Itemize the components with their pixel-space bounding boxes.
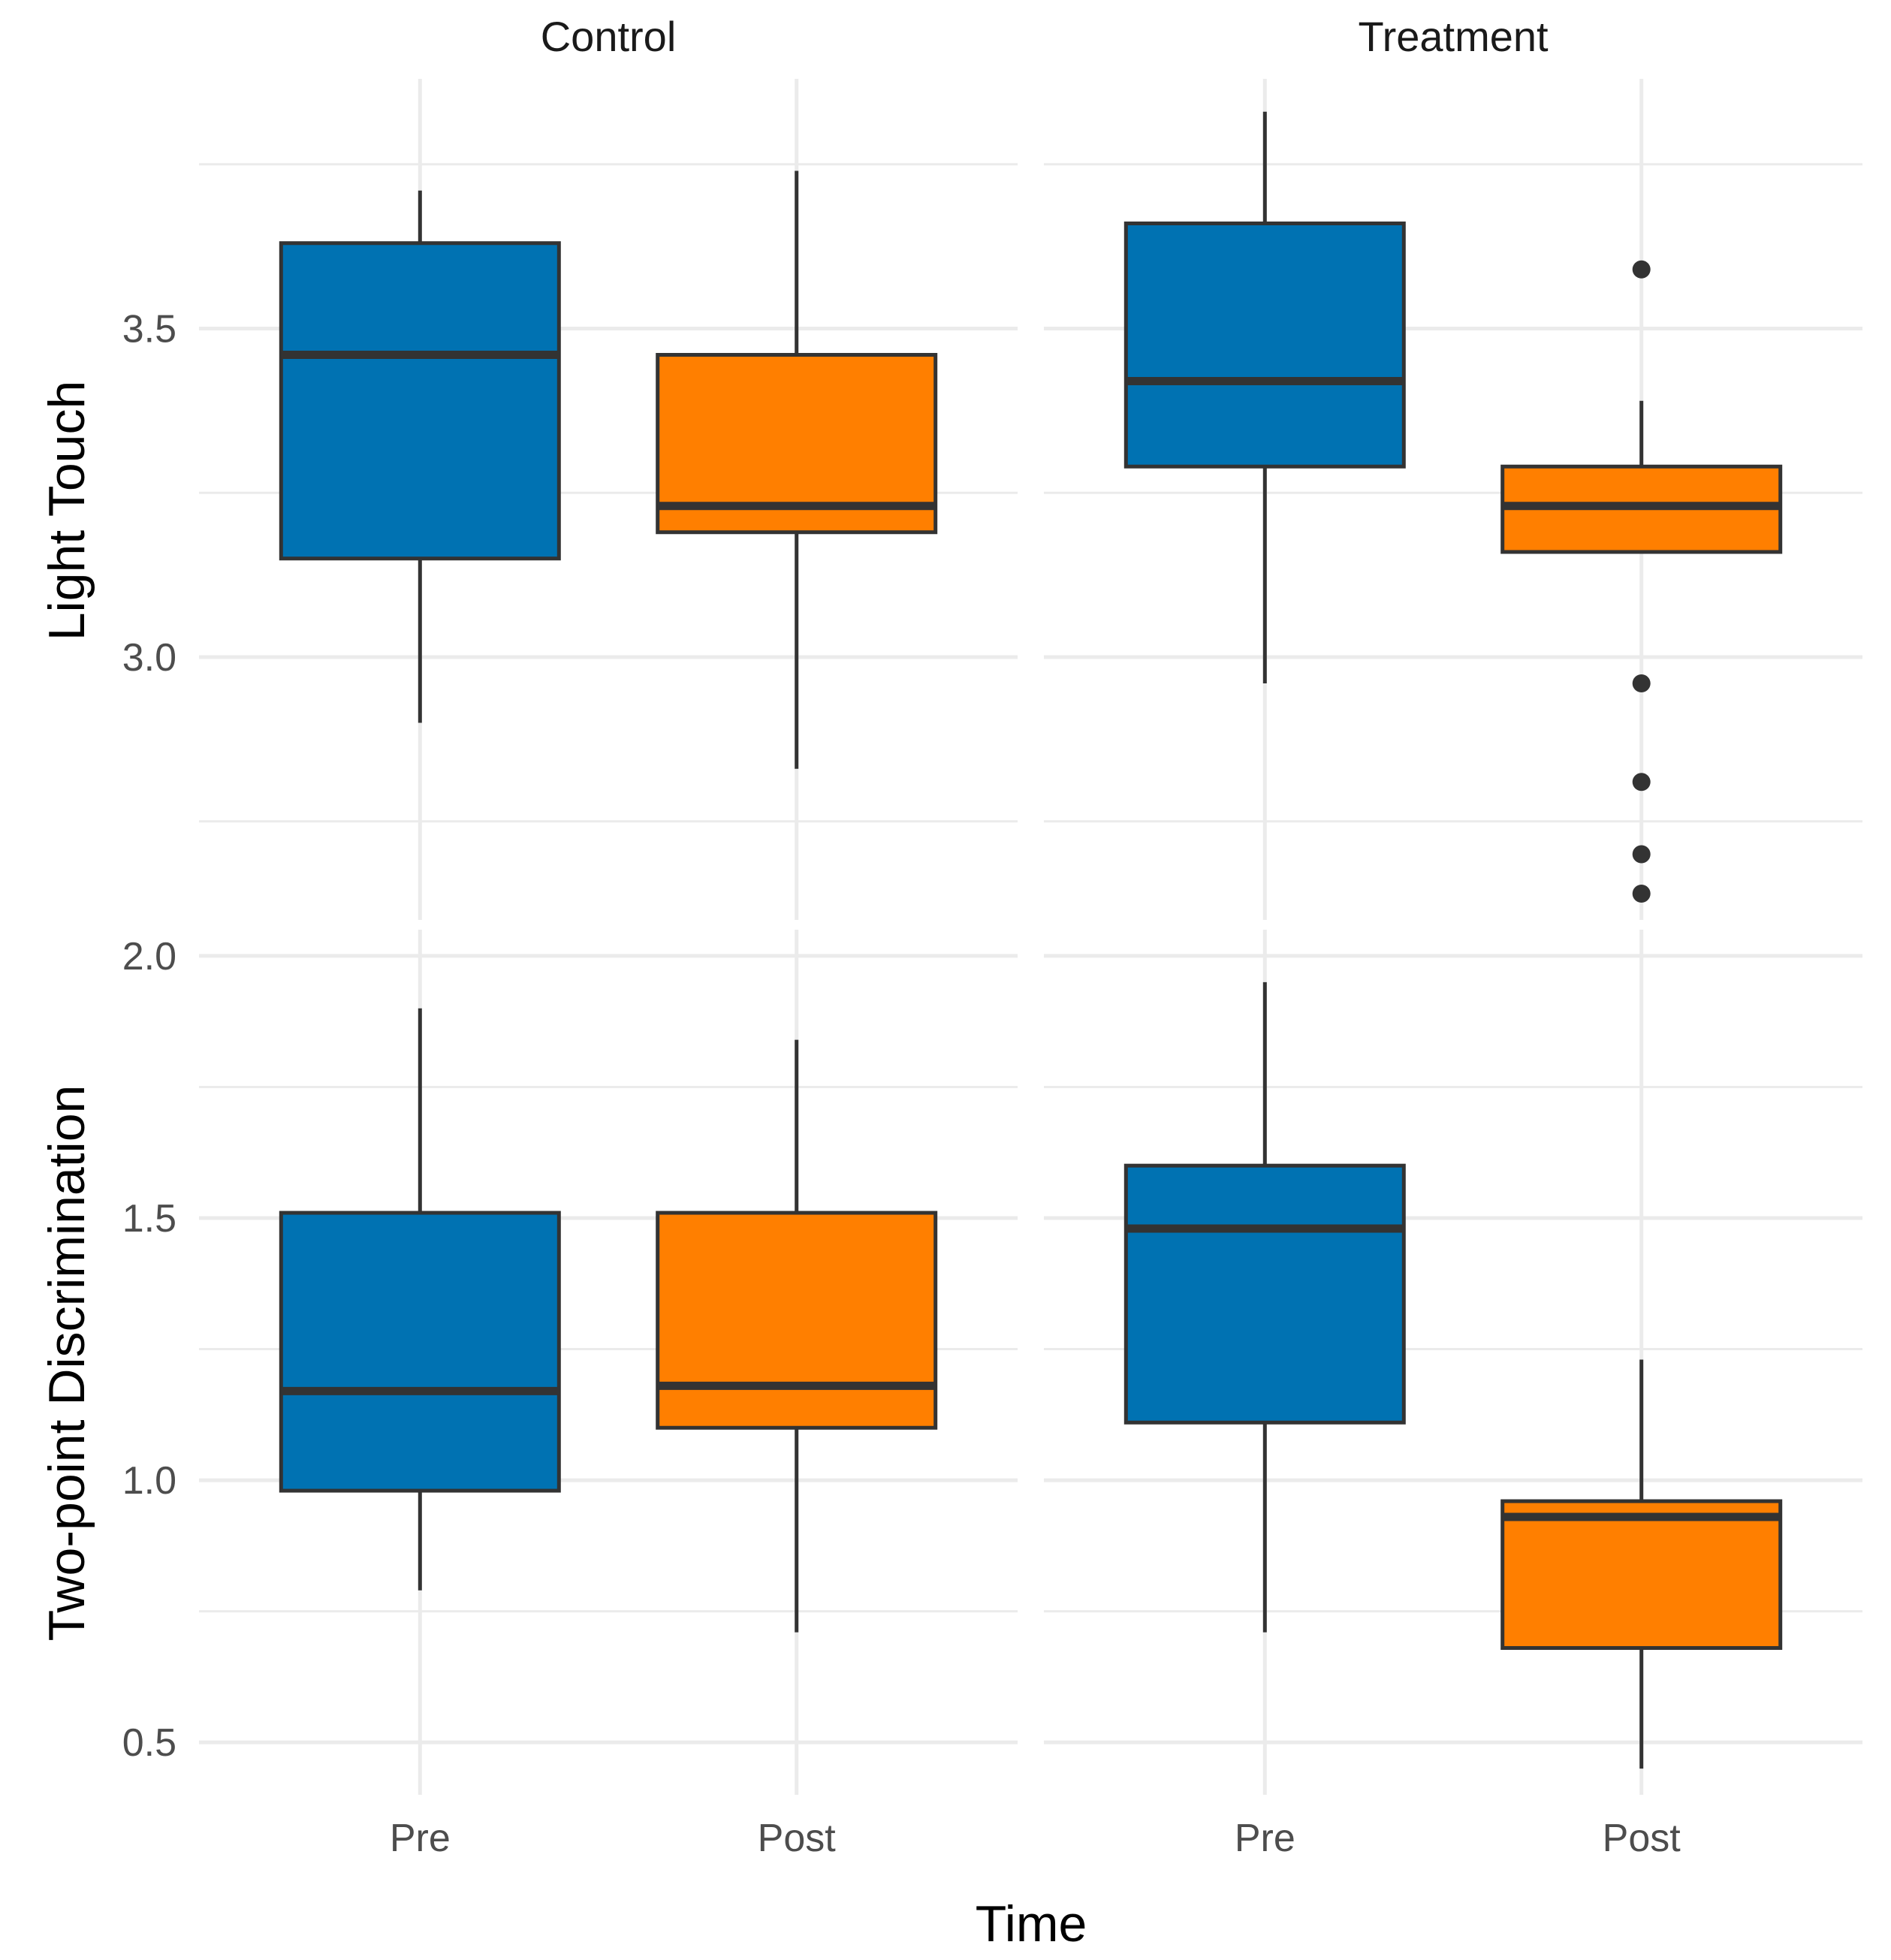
y-tick-label-light-touch-3-5: 3.5 (122, 308, 176, 351)
facet-label-control: Control (541, 13, 677, 60)
box-two-point-discrimination-treatment-pre (1123, 1163, 1406, 1425)
y-tick-label-two-point-discrimination-1-5: 1.5 (122, 1197, 176, 1241)
x-axis-title: Time (976, 1895, 1087, 1952)
facet-label-treatment: Treatment (1358, 13, 1549, 60)
outlier-point-light-touch-treatment-post-3 (1632, 773, 1651, 792)
x-tick-label-control-pre: Pre (390, 1817, 451, 1860)
outlier-point-light-touch-treatment-post-5 (1632, 885, 1651, 903)
y-tick-label-two-point-discrimination-0-5: 0.5 (122, 1721, 176, 1765)
box-two-point-discrimination-control-pre (279, 1211, 561, 1493)
x-tick-label-control-post: Post (758, 1817, 837, 1860)
box-light-touch-treatment-pre (1123, 222, 1406, 469)
box-two-point-discrimination-control-post (656, 1211, 938, 1430)
outlier-point-light-touch-treatment-post-1 (1632, 260, 1651, 279)
y-axis-title-two-point-discrimination: Two-point Discrimination (38, 1085, 95, 1642)
y-tick-label-two-point-discrimination-1-0: 1.0 (122, 1459, 176, 1503)
x-tick-label-treatment-pre: Pre (1235, 1817, 1295, 1860)
outlier-point-light-touch-treatment-post-2 (1632, 674, 1651, 692)
x-tick-label-treatment-post: Post (1603, 1817, 1681, 1860)
box-two-point-discrimination-treatment-post (1500, 1499, 1783, 1651)
y-tick-label-light-touch-3-0: 3.0 (122, 636, 176, 680)
y-tick-label-two-point-discrimination-2-0: 2.0 (122, 935, 176, 978)
box-light-touch-control-pre (279, 241, 561, 561)
y-axis-title-light-touch: Light Touch (38, 381, 95, 641)
outlier-point-light-touch-treatment-post-4 (1632, 845, 1651, 864)
